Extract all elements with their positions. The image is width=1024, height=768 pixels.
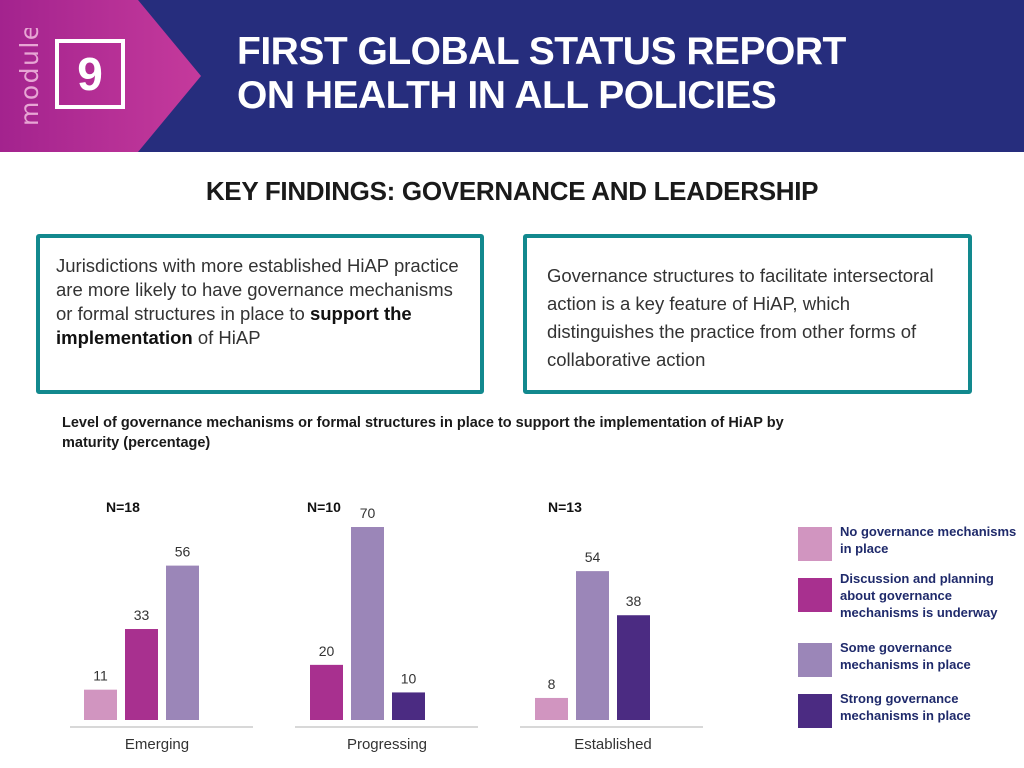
- bar-value-label: 33: [134, 607, 150, 623]
- module-label: module: [15, 28, 44, 126]
- chart-title: Level of governance mechanisms or formal…: [62, 415, 784, 451]
- bar-value-label: 10: [401, 670, 417, 686]
- page-title-line-1: FIRST GLOBAL STATUS REPORT: [237, 30, 846, 73]
- legend-label-discussion: Discussion and planning about governance…: [840, 571, 998, 620]
- bar-value-label: 38: [626, 593, 642, 609]
- category-label: Established: [574, 736, 652, 753]
- bar-value-label: 56: [175, 544, 191, 560]
- finding-left-text-bold: support the implementation: [56, 303, 412, 348]
- bar-value-label: 8: [548, 676, 556, 692]
- bar-value-label: 54: [585, 549, 601, 565]
- header-banner: module 9 FIRST GLOBAL STATUS REPORT ON H…: [0, 0, 1024, 152]
- bar: [84, 689, 117, 720]
- legend-item-discussion: Discussion and planning about governance…: [798, 570, 1024, 620]
- page-title: FIRST GLOBAL STATUS REPORT ON HEALTH IN …: [237, 30, 846, 118]
- module-badge-background: [0, 0, 201, 152]
- legend-label-some: Some governance mechanisms in place: [840, 640, 971, 672]
- bar: [535, 697, 568, 720]
- legend-swatch-no-governance: [798, 527, 832, 561]
- legend-label-no-governance: No governance mechanisms in place: [840, 524, 1017, 556]
- legend-swatch-strong: [798, 694, 832, 728]
- bar: [617, 615, 650, 720]
- bar: [392, 692, 425, 720]
- category-label: Emerging: [125, 736, 189, 753]
- legend-item-some: Some governance mechanisms in place: [798, 639, 1024, 679]
- legend-swatch-some: [798, 643, 832, 677]
- bar-chart: N=18 Emerging 11 33 56 N=10 Progressing 20 70 10 N…: [70, 499, 703, 753]
- finding-right-text: Governance structures to facilitate inte…: [547, 265, 934, 370]
- group-size-label: N=18: [106, 499, 140, 515]
- legend-item-strong: Strong governance mechanisms in place: [798, 690, 1024, 730]
- bar: [125, 629, 158, 720]
- bar-value-label: 70: [360, 505, 376, 521]
- category-label: Progressing: [347, 736, 427, 753]
- module-number: 9: [55, 39, 125, 109]
- finding-left-text-start: Jurisdictions with more established HiAP…: [56, 255, 459, 324]
- legend-label-strong: Strong governance mechanisms in place: [840, 691, 971, 723]
- legend-swatch-discussion: [798, 578, 832, 612]
- legend-item-no-governance: No governance mechanisms in place: [798, 523, 1024, 563]
- svg-text:module: module: [15, 28, 44, 126]
- group-size-label: N=10: [307, 499, 341, 515]
- bar: [166, 565, 199, 720]
- bar-value-label: 20: [319, 643, 335, 659]
- page-title-line-2: ON HEALTH IN ALL POLICIES: [237, 74, 777, 117]
- bar-value-label: 11: [93, 668, 108, 684]
- section-subtitle: KEY FINDINGS: GOVERNANCE AND LEADERSHIP: [205, 176, 819, 206]
- bar: [310, 664, 343, 720]
- finding-box-right: Governance structures to facilitate inte…: [523, 234, 972, 394]
- finding-left-text-end: of HiAP: [192, 327, 261, 348]
- finding-box-left: Jurisdictions with more established HiAP…: [36, 234, 484, 394]
- group-size-label: N=13: [548, 499, 582, 515]
- bar: [576, 571, 609, 720]
- bar: [351, 527, 384, 720]
